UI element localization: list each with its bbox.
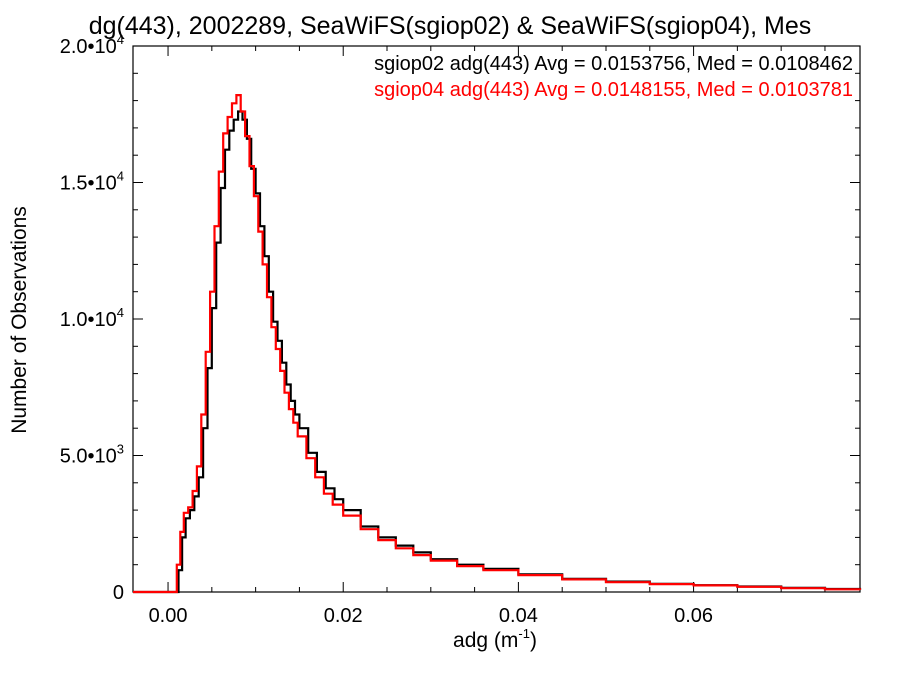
x-tick-label: 0.02 (324, 605, 363, 627)
x-tick-label: 0.00 (149, 605, 188, 627)
y-tick-label: 5.0•103 (60, 442, 124, 468)
plot-frame (132, 45, 861, 593)
series-line-sgiop04 (133, 94, 862, 594)
y-axis-label: Number of Observations (8, 206, 31, 434)
x-axis-label-close: ) (530, 629, 537, 652)
x-tick-labels: 0.00 0.02 0.04 0.06 (149, 605, 713, 627)
axis-ticks (133, 45, 860, 593)
chart-title: dg(443), 2002289, SeaWiFS(sgiop02) & Sea… (89, 12, 812, 40)
x-axis-label: adg (m-1) (453, 626, 537, 652)
legend-entry-sgiop04: sgiop04 adg(443) Avg = 0.0148155, Med = … (374, 79, 853, 101)
x-tick-label: 0.06 (674, 605, 713, 627)
y-tick-label: 1.0•104 (60, 305, 124, 331)
y-tick-label: 2.0•104 (60, 32, 124, 58)
x-tick-label: 0.04 (499, 605, 538, 627)
y-tick-labels: 0 5.0•103 1.0•104 1.5•104 2.0•104 (60, 32, 124, 604)
series-group (133, 94, 862, 594)
legend-entry-sgiop02: sgiop02 adg(443) Avg = 0.0153756, Med = … (374, 53, 853, 75)
series-line-sgiop02 (133, 110, 862, 594)
x-axis-label-sup: -1 (518, 626, 530, 641)
y-tick-label: 0 (113, 582, 124, 604)
y-tick-label: 1.5•104 (60, 169, 124, 195)
